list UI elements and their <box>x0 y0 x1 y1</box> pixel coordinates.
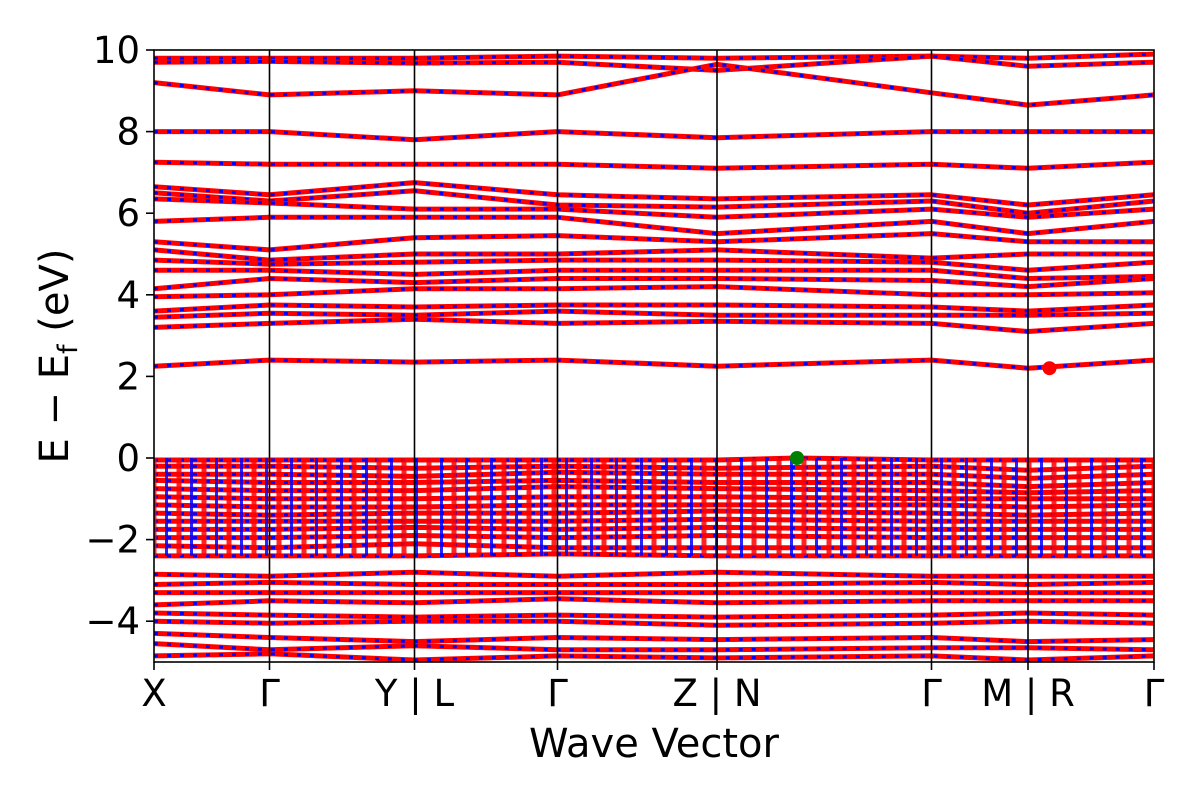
band-spin-down-1 <box>154 54 1154 72</box>
band-spin-down-23 <box>154 485 1154 495</box>
band-spin-down-22 <box>154 478 1154 489</box>
x-tick-label-0: X <box>141 672 166 715</box>
band-spin-down-33 <box>154 580 1154 587</box>
high-symmetry-lines <box>268 50 1029 662</box>
band-spin-up-17 <box>154 316 1154 334</box>
y-tick-label-5: 0 <box>116 437 140 480</box>
y-tick-label-2: 6 <box>116 192 140 235</box>
band-spin-down-11 <box>154 258 1154 272</box>
band-spin-down-35 <box>154 597 1154 607</box>
band-spin-up-33 <box>154 579 1154 587</box>
x-tick-label-7: Γ <box>1144 672 1165 715</box>
y-tick-label-6: −2 <box>85 519 140 562</box>
band-spin-up-8 <box>154 214 1154 237</box>
band-spin-down-8 <box>154 215 1154 236</box>
x-tick-label-4: Z | N <box>672 672 761 715</box>
x-axis-label: Wave Vector <box>529 721 780 767</box>
band-spin-up-32 <box>154 569 1154 579</box>
band-spin-down-31 <box>154 552 1154 558</box>
band-spin-down-27 <box>154 517 1154 523</box>
x-tick-label-1: Γ <box>259 672 280 715</box>
bands-layer <box>154 51 1154 662</box>
valence-band-maximum-marker <box>790 451 804 465</box>
x-tick-label-2: Y | L <box>374 672 455 715</box>
y-axis-label: E − Ef (eV) <box>32 249 84 464</box>
band-spin-down-7 <box>154 197 1154 219</box>
band-spin-down-30 <box>154 542 1154 550</box>
band-spin-up-0 <box>154 51 1154 61</box>
y-tick-label-0: 10 <box>93 29 140 72</box>
extrema-markers <box>790 361 1057 465</box>
band-spin-down-20 <box>154 464 1154 472</box>
y-axis-label-subscript: f <box>53 343 84 354</box>
band-spin-down-36 <box>154 611 1154 619</box>
band-spin-up-40 <box>154 651 1154 662</box>
x-axis-ticks: X Γ Y | L Γ Z | N Γ M | R Γ <box>141 662 1165 715</box>
band-spin-down-18 <box>154 358 1154 370</box>
y-tick-label-4: 2 <box>116 355 140 398</box>
band-spin-up-9 <box>154 231 1154 253</box>
y-tick-label-1: 8 <box>116 111 140 154</box>
band-spin-down-9 <box>154 232 1154 252</box>
band-spin-down-4 <box>154 160 1154 170</box>
band-spin-up-36 <box>154 610 1154 620</box>
y-axis-label-unit: (eV) <box>32 249 78 345</box>
x-tick-label-6: M | R <box>981 672 1075 715</box>
plot-frame <box>153 49 1155 663</box>
band-spin-up-35 <box>154 596 1154 608</box>
band-spin-down-25 <box>154 503 1154 509</box>
band-spin-down-24 <box>154 495 1154 501</box>
band-spin-down-15 <box>154 303 1154 313</box>
band-spin-down-6 <box>154 189 1154 215</box>
band-spin-down-28 <box>154 525 1154 531</box>
band-spin-down-16 <box>154 309 1154 319</box>
band-spin-up-39 <box>154 641 1154 653</box>
band-spin-up-14 <box>154 284 1154 300</box>
y-axis-label-main: E − E <box>32 354 78 464</box>
band-spin-up-4 <box>154 159 1154 171</box>
band-spin-up-2 <box>154 61 1154 108</box>
band-spin-down-37 <box>154 619 1154 627</box>
y-tick-label-7: −4 <box>85 600 140 643</box>
band-spin-down-21 <box>154 470 1154 480</box>
band-spin-up-5 <box>154 180 1154 208</box>
band-spin-up-15 <box>154 302 1154 314</box>
band-spin-down-14 <box>154 285 1154 299</box>
band-spin-down-38 <box>154 631 1154 644</box>
band-spin-up-38 <box>154 630 1154 645</box>
band-spin-up-18 <box>154 357 1154 371</box>
band-spin-down-26 <box>154 509 1154 517</box>
band-spin-down-5 <box>154 181 1154 207</box>
band-spin-down-3 <box>154 130 1154 142</box>
x-tick-label-3: Γ <box>547 672 568 715</box>
band-spin-down-29 <box>154 533 1154 540</box>
x-tick-label-5: Γ <box>921 672 942 715</box>
band-spin-up-3 <box>154 129 1154 143</box>
band-spin-down-39 <box>154 642 1154 652</box>
band-spin-up-37 <box>154 618 1154 628</box>
band-spin-down-12 <box>154 268 1154 281</box>
band-spin-down-2 <box>154 62 1154 107</box>
band-spin-down-32 <box>154 570 1154 578</box>
band-spin-down-40 <box>154 652 1154 662</box>
band-spin-down-17 <box>154 317 1154 334</box>
band-spin-down-10 <box>154 248 1154 262</box>
conduction-band-minimum-marker <box>1042 361 1057 376</box>
band-spin-down-0 <box>154 52 1154 60</box>
y-tick-label-3: 4 <box>116 274 140 317</box>
band-spin-down-13 <box>154 276 1154 291</box>
y-axis-ticks: 10 8 6 4 2 0 −2 −4 <box>85 29 154 643</box>
